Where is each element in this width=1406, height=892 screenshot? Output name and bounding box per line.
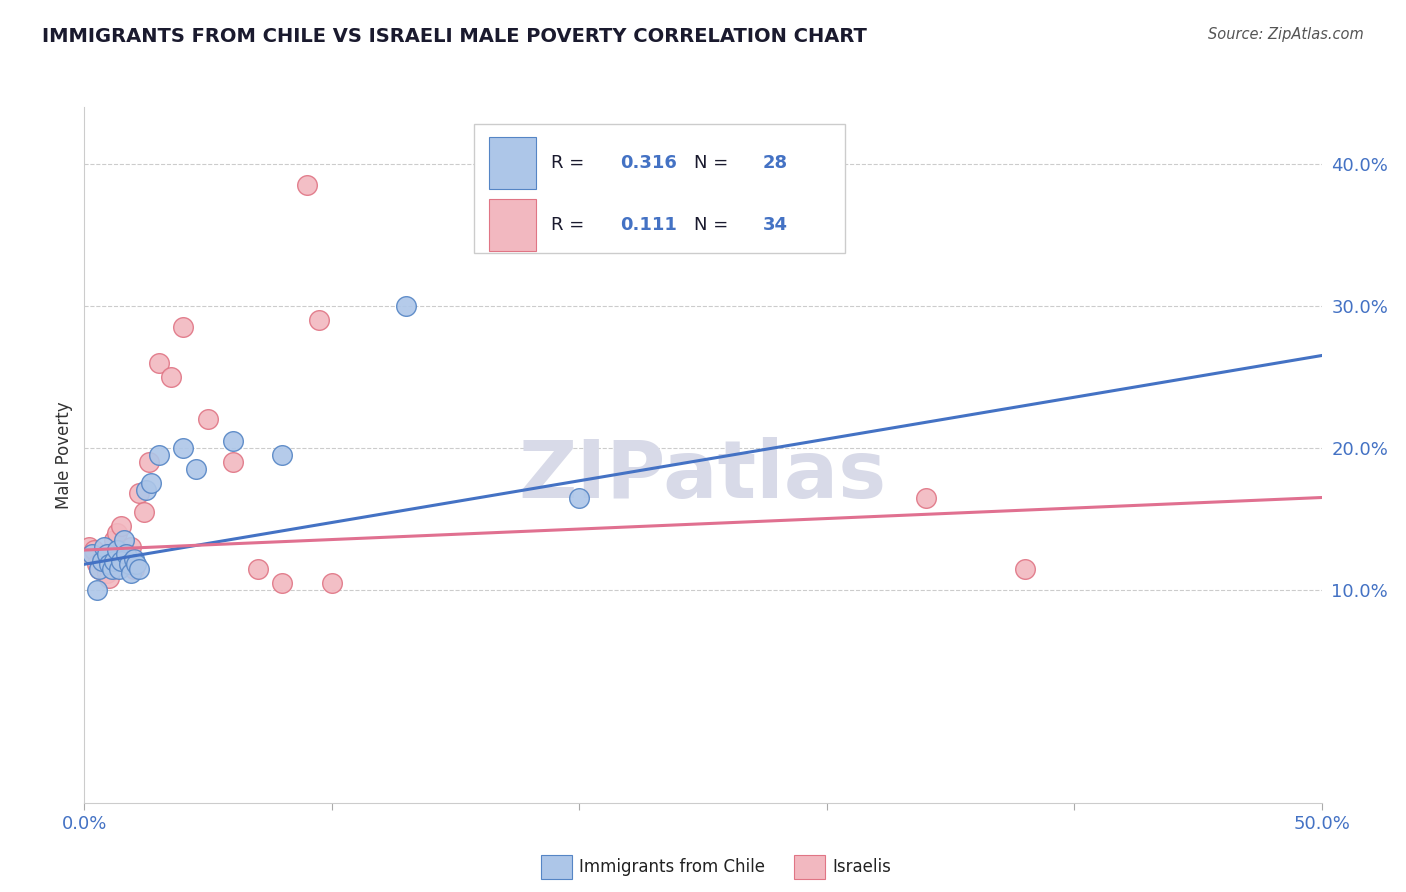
Point — [118, 558, 141, 572]
Point — [148, 448, 170, 462]
Point — [105, 543, 128, 558]
Point — [120, 540, 142, 554]
Point — [86, 582, 108, 597]
Point — [308, 313, 330, 327]
Point — [1014, 561, 1036, 575]
Point — [122, 551, 145, 566]
Text: R =: R = — [551, 153, 589, 171]
Point — [395, 299, 418, 313]
Text: N =: N = — [695, 217, 734, 235]
Point — [100, 561, 122, 575]
Point — [128, 561, 150, 575]
Point — [110, 519, 132, 533]
Point — [222, 434, 245, 448]
Point — [86, 558, 108, 572]
Point — [120, 566, 142, 580]
Point — [128, 486, 150, 500]
Point — [79, 540, 101, 554]
Point — [112, 558, 135, 572]
Point — [172, 320, 194, 334]
Point — [138, 455, 160, 469]
Point — [80, 547, 103, 561]
Text: 0.111: 0.111 — [620, 217, 676, 235]
Point — [90, 551, 112, 566]
Point — [89, 561, 111, 575]
Point — [115, 547, 138, 561]
Point — [132, 505, 155, 519]
Point — [135, 483, 157, 498]
Text: Source: ZipAtlas.com: Source: ZipAtlas.com — [1208, 27, 1364, 42]
Point — [125, 558, 148, 572]
Point — [914, 491, 936, 505]
Point — [141, 476, 163, 491]
Text: R =: R = — [551, 217, 596, 235]
Point — [321, 575, 343, 590]
Text: ZIPatlas: ZIPatlas — [519, 437, 887, 515]
Text: 0.316: 0.316 — [620, 153, 676, 171]
Bar — [489, 199, 536, 252]
Text: Israelis: Israelis — [832, 858, 891, 876]
Text: IMMIGRANTS FROM CHILE VS ISRAELI MALE POVERTY CORRELATION CHART: IMMIGRANTS FROM CHILE VS ISRAELI MALE PO… — [42, 27, 868, 45]
Point — [89, 561, 111, 575]
Point — [246, 561, 269, 575]
Point — [103, 533, 125, 548]
Point — [108, 561, 131, 575]
Point — [96, 566, 118, 580]
Point — [160, 369, 183, 384]
Point — [105, 526, 128, 541]
Point — [122, 561, 145, 575]
Point — [96, 547, 118, 561]
Point — [80, 547, 103, 561]
Point — [98, 558, 121, 572]
Text: 34: 34 — [762, 217, 787, 235]
Text: N =: N = — [695, 153, 734, 171]
Bar — [489, 136, 536, 189]
Point — [98, 571, 121, 585]
Point — [112, 533, 135, 548]
Point — [115, 547, 138, 561]
Point — [184, 462, 207, 476]
Point — [103, 554, 125, 568]
FancyBboxPatch shape — [474, 124, 845, 253]
Y-axis label: Male Poverty: Male Poverty — [55, 401, 73, 508]
Point — [108, 543, 131, 558]
Point — [93, 540, 115, 554]
Point — [295, 178, 318, 193]
Text: 28: 28 — [762, 153, 787, 171]
Point — [93, 558, 115, 572]
Point — [271, 448, 294, 462]
Point — [148, 356, 170, 370]
Point — [568, 491, 591, 505]
Point — [172, 441, 194, 455]
Point — [83, 543, 105, 558]
Point — [118, 554, 141, 568]
Point — [90, 554, 112, 568]
Point — [100, 547, 122, 561]
Point — [197, 412, 219, 426]
Point — [222, 455, 245, 469]
Point — [271, 575, 294, 590]
Text: Immigrants from Chile: Immigrants from Chile — [579, 858, 765, 876]
Point — [110, 554, 132, 568]
